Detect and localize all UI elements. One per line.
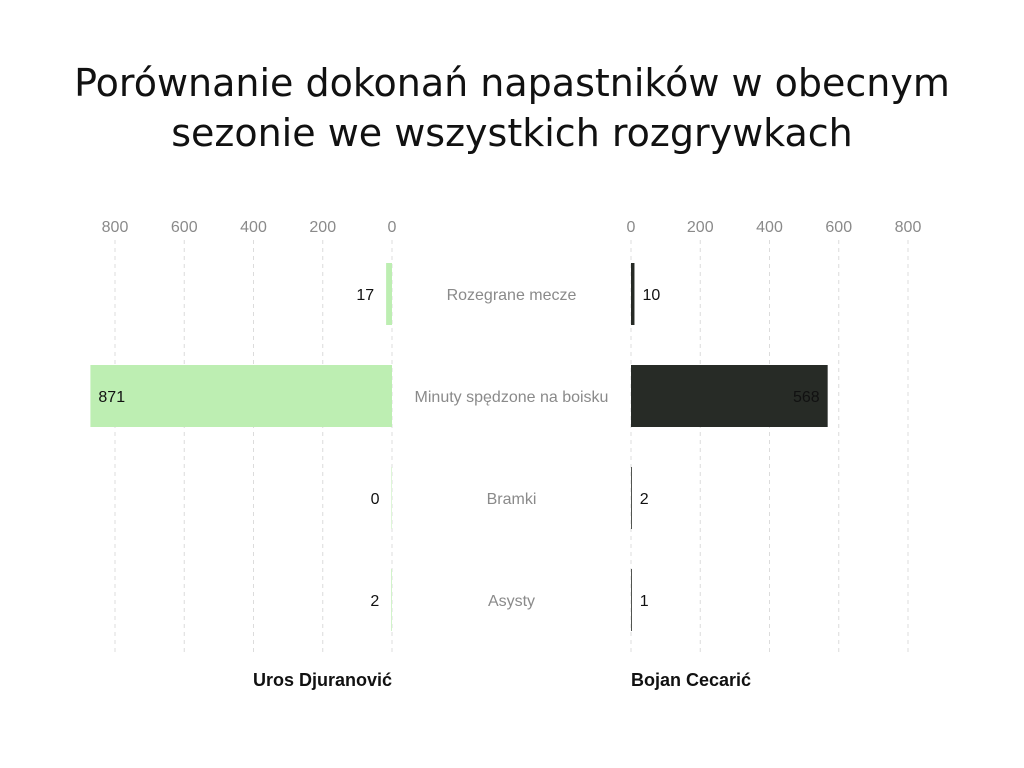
left-bar — [90, 365, 392, 427]
category-label: Minuty spędzone na boisku — [415, 389, 609, 406]
right-series-name: Bojan Cecarić — [631, 670, 751, 690]
left-axis-tick: 800 — [102, 219, 129, 236]
chart-title: Porównanie dokonań napastników w obecnym… — [74, 61, 950, 155]
right-axis-tick: 800 — [895, 219, 922, 236]
right-bar-value: 568 — [793, 389, 820, 406]
category-label: Rozegrane mecze — [447, 287, 577, 304]
right-axis-tick: 600 — [825, 219, 852, 236]
right-axis-tick: 0 — [627, 219, 636, 236]
left-bar-value: 2 — [370, 593, 379, 610]
right-axis-tick: 200 — [687, 219, 714, 236]
left-bar — [391, 467, 392, 529]
left-bar-value: 0 — [371, 491, 380, 508]
category-label: Bramki — [487, 491, 537, 508]
right-bar-value: 10 — [642, 287, 660, 304]
left-axis-tick: 0 — [388, 219, 397, 236]
right-bar-value: 1 — [640, 593, 649, 610]
category-label: Asysty — [488, 593, 535, 610]
left-axis-tick: 200 — [309, 219, 336, 236]
right-bar — [631, 263, 635, 325]
right-bar-value: 2 — [640, 491, 649, 508]
left-axis-tick: 400 — [240, 219, 267, 236]
left-bar — [391, 569, 392, 631]
left-bar-value: 17 — [356, 287, 374, 304]
right-bar — [631, 569, 632, 631]
left-bar — [386, 263, 392, 325]
left-axis-tick: 600 — [171, 219, 198, 236]
right-bar — [631, 365, 828, 427]
right-bar — [631, 467, 632, 529]
left-series-name: Uros Djuranović — [253, 670, 392, 690]
right-axis-tick: 400 — [756, 219, 783, 236]
left-bar-value: 871 — [98, 389, 125, 406]
